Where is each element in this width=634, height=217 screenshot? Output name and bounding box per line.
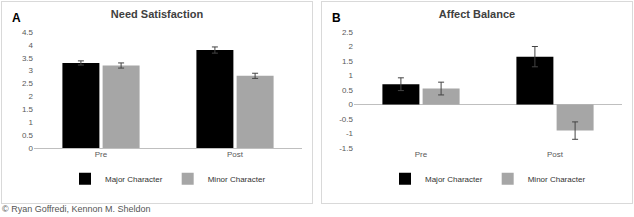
svg-text:2.5: 2.5 [22, 79, 34, 88]
svg-text:Major Character: Major Character [105, 175, 163, 184]
svg-text:B: B [332, 11, 341, 25]
svg-text:1.5: 1.5 [22, 105, 34, 114]
svg-text:Pre: Pre [415, 150, 428, 159]
svg-text:0.5: 0.5 [342, 86, 354, 95]
html-text:© Ryan Goffredi, Kennon M. She: © Ryan Goffredi, Kennon M. Sheldon [2, 204, 151, 214]
svg-text:Post: Post [227, 150, 244, 159]
svg-text:1.5: 1.5 [342, 57, 354, 66]
svg-text:Minor Character: Minor Character [528, 175, 586, 184]
svg-text:0: 0 [29, 144, 34, 153]
svg-text:Affect Balance: Affect Balance [439, 8, 515, 20]
svg-text:Major Character: Major Character [425, 175, 483, 184]
svg-text:Minor Character: Minor Character [208, 175, 266, 184]
svg-text:-1: -1 [346, 129, 354, 138]
svg-text:0: 0 [349, 100, 354, 109]
svg-text:Need Satisfaction: Need Satisfaction [111, 8, 204, 20]
svg-text:2.5: 2.5 [342, 28, 354, 37]
svg-text:Post: Post [547, 150, 564, 159]
svg-text:1: 1 [349, 71, 354, 80]
svg-text:4: 4 [29, 41, 34, 50]
svg-text:-1.5: -1.5 [339, 144, 353, 153]
svg-text:1: 1 [29, 118, 34, 127]
svg-text:2: 2 [29, 92, 34, 101]
svg-text:Pre: Pre [95, 150, 108, 159]
svg-text:2: 2 [349, 42, 354, 51]
svg-text:4.5: 4.5 [22, 28, 34, 37]
svg-text:0.5: 0.5 [22, 131, 34, 140]
svg-text:3: 3 [29, 66, 34, 75]
svg-text:A: A [12, 11, 21, 25]
svg-text:-0.5: -0.5 [339, 115, 353, 124]
svg-text:3.5: 3.5 [22, 54, 34, 63]
